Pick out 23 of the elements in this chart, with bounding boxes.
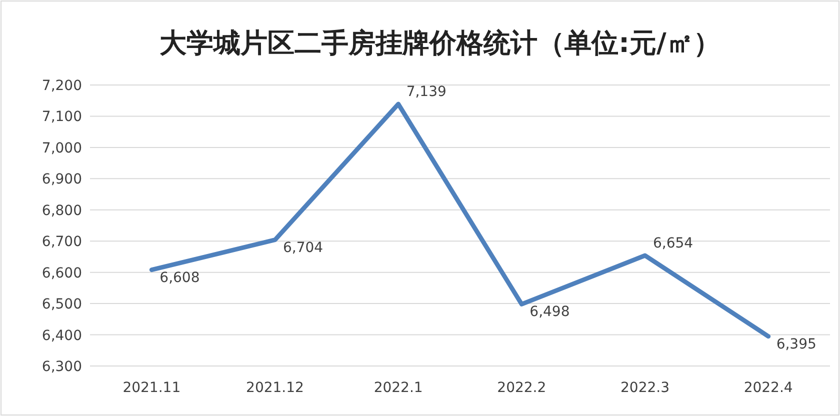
y-tick-label: 7,100: [42, 109, 82, 126]
x-tick-label: 2022.2: [497, 380, 546, 396]
y-tick-label: 7,200: [42, 78, 82, 94]
x-tick-label: 2022.1: [374, 380, 423, 396]
y-tick-label: 6,700: [42, 234, 82, 250]
x-tick-label: 2021.12: [246, 380, 304, 396]
y-tick-label: 6,300: [42, 359, 82, 375]
y-tick-label: 6,600: [42, 265, 82, 282]
x-tick-label: 2022.4: [744, 380, 793, 396]
x-tick-label: 2022.3: [620, 380, 670, 396]
data-label: 6,498: [530, 304, 570, 320]
data-label: 6,654: [653, 235, 694, 252]
chart-title: 大学城片区二手房挂牌价格统计（单位:元/㎡）: [160, 28, 720, 59]
data-label: 7,139: [406, 84, 446, 100]
y-tick-label: 7,000: [42, 140, 82, 156]
data-label: 6,395: [776, 336, 816, 352]
y-tick-label: 6,500: [42, 296, 82, 313]
data-label: 6,704: [283, 240, 324, 256]
data-label: 6,608: [160, 270, 200, 286]
y-tick-label: 6,400: [42, 328, 82, 344]
y-tick-label: 6,900: [42, 172, 82, 188]
x-tick-label: 2021.11: [122, 380, 181, 396]
y-tick-label: 6,800: [42, 202, 82, 219]
